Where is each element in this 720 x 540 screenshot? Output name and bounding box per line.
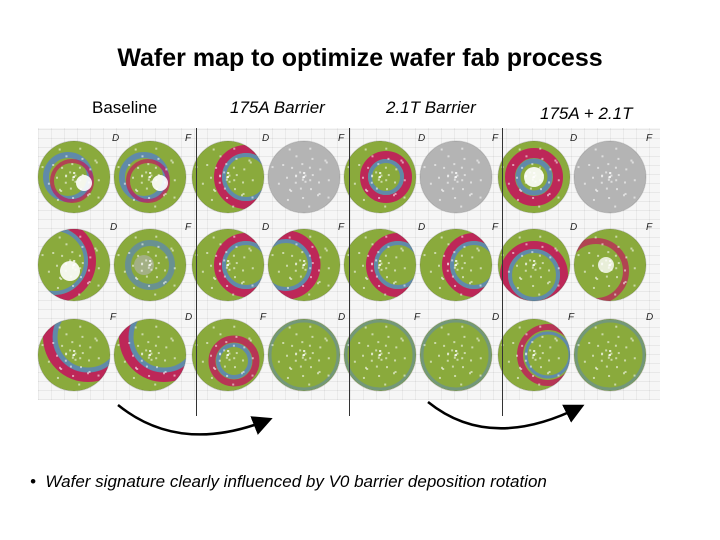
page-title: Wafer map to optimize wafer fab process (117, 44, 603, 72)
column-separator (502, 128, 503, 416)
orientation-mark: F (185, 222, 192, 233)
rotation-arrow-right (427, 401, 585, 430)
column-header-baseline: Baseline (92, 98, 158, 117)
wafer-map (574, 229, 646, 301)
orientation-mark: D (570, 133, 578, 144)
orientation-mark: D (338, 312, 346, 323)
wafer-map (268, 141, 340, 213)
column-header-2-1t-barrier: 2.1T Barrier (386, 98, 476, 117)
orientation-mark: F (492, 133, 499, 144)
wafer-map (420, 229, 492, 301)
rotation-arrow-left (117, 404, 273, 436)
wafer-map (574, 319, 646, 391)
orientation-mark: F (646, 133, 653, 144)
wafer-map (192, 229, 264, 301)
wafer-map (344, 229, 416, 301)
orientation-mark: D (570, 222, 578, 233)
orientation-mark: F (646, 222, 653, 233)
orientation-mark: F (338, 222, 345, 233)
orientation-mark: F (260, 312, 267, 323)
wafer-map (420, 141, 492, 213)
wafer-map (38, 319, 110, 391)
orientation-mark: F (492, 222, 499, 233)
orientation-mark: F (110, 312, 117, 323)
wafer-map (114, 141, 186, 213)
column-separator (349, 128, 350, 416)
orientation-mark: F (568, 312, 575, 323)
bullet-note: • Wafer signature clearly influenced by … (30, 472, 547, 491)
orientation-mark: D (492, 312, 500, 323)
wafer-map (192, 319, 264, 391)
wafer-map (38, 141, 110, 213)
wafer-map (574, 141, 646, 213)
wafer-map (268, 319, 340, 391)
wafer-map (268, 229, 340, 301)
wafer-map (114, 229, 186, 301)
orientation-mark: F (414, 312, 421, 323)
orientation-mark: D (418, 222, 426, 233)
wafer-map (344, 141, 416, 213)
orientation-mark: D (112, 133, 120, 144)
column-header-175a-barrier: 175A Barrier (230, 98, 325, 117)
orientation-mark: D (646, 312, 654, 323)
orientation-mark: D (418, 133, 426, 144)
wafer-map (498, 229, 570, 301)
wafer-map (114, 319, 186, 391)
wafer-map (192, 141, 264, 213)
orientation-mark: D (262, 133, 270, 144)
orientation-mark: D (110, 222, 118, 233)
wafer-map (498, 141, 570, 213)
orientation-mark: D (185, 312, 193, 323)
orientation-mark: F (185, 133, 192, 144)
orientation-mark: F (338, 133, 345, 144)
wafer-map (420, 319, 492, 391)
wafer-map (498, 319, 570, 391)
column-separator (196, 128, 197, 416)
wafer-map (38, 229, 110, 301)
orientation-mark: D (262, 222, 270, 233)
column-header-175a-plus-2-1t: 175A + 2.1T (540, 104, 633, 123)
bullet-text: Wafer signature clearly influenced by V0… (45, 472, 547, 491)
wafer-map (344, 319, 416, 391)
